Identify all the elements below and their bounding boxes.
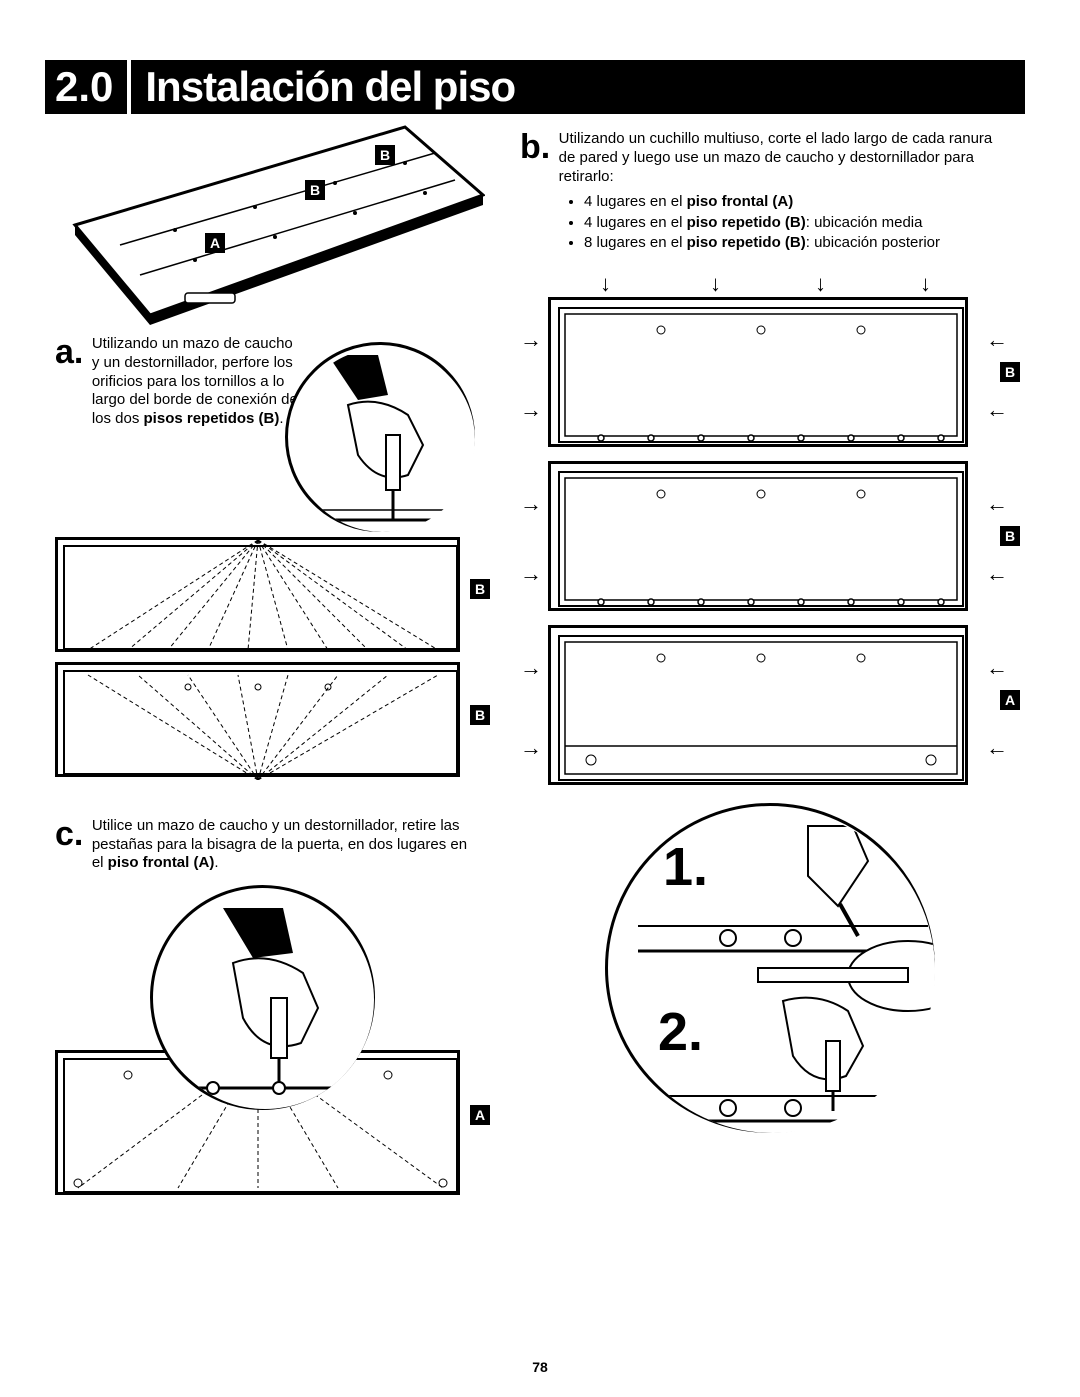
detail-number-1: 1. bbox=[663, 836, 708, 898]
step-a-label-b1: B bbox=[470, 579, 490, 599]
step-a-circle-detail bbox=[285, 342, 475, 532]
step-b-panels: B B bbox=[520, 271, 1020, 1133]
section-header: 2.0 Instalación del piso bbox=[45, 60, 1025, 114]
step-b-bullet2: 4 lugares en el piso repetido (B): ubica… bbox=[584, 213, 1020, 233]
step-b-label-b2: B bbox=[1000, 526, 1020, 546]
step-a-panel-upper bbox=[55, 537, 460, 652]
step-c-label-a: A bbox=[470, 1105, 490, 1125]
step-b-panel-2 bbox=[548, 461, 968, 611]
step-b-label-b1: B bbox=[1000, 362, 1020, 382]
right-column: b. Utilizando un cuchillo multiuso, cort… bbox=[520, 130, 1020, 1133]
step-c-letter: c. bbox=[55, 817, 83, 851]
arrow-down-icon bbox=[710, 271, 721, 297]
page-number: 78 bbox=[0, 1359, 1080, 1375]
detail-number-2: 2. bbox=[658, 1001, 703, 1063]
step-c-block: c. Utilice un mazo de caucho y un destor… bbox=[55, 817, 495, 873]
step-a-text-suffix: . bbox=[279, 410, 283, 427]
step-c-text: Utilice un mazo de caucho y un destornil… bbox=[92, 817, 472, 873]
step-b-label-a: A bbox=[1000, 690, 1020, 710]
section-number: 2.0 bbox=[45, 60, 131, 114]
arrow-right-icon bbox=[520, 655, 542, 681]
step-a-label-b2: B bbox=[470, 705, 490, 725]
section-title: Instalación del piso bbox=[131, 63, 515, 111]
arrow-right-icon bbox=[520, 327, 542, 353]
step-b-panel-3 bbox=[548, 625, 968, 785]
arrow-down-icon bbox=[600, 271, 611, 297]
iso-panel-diagram: B B A bbox=[55, 125, 485, 325]
step-c-text-suffix: . bbox=[214, 854, 218, 871]
step-a-text: Utilizando un mazo de caucho y un destor… bbox=[92, 335, 302, 429]
arrow-left-icon bbox=[986, 655, 1008, 681]
label-b-top1: B bbox=[375, 145, 395, 165]
step-b-big-circle: 1. 2. bbox=[605, 803, 935, 1133]
step-a-diagram: B B bbox=[55, 437, 485, 777]
arrow-down-icon bbox=[920, 271, 931, 297]
label-a-top: A bbox=[205, 233, 225, 253]
step-b-block: b. Utilizando un cuchillo multiuso, cort… bbox=[520, 130, 1020, 253]
step-a-text-bold: pisos repetidos (B) bbox=[144, 410, 280, 427]
arrow-left-icon bbox=[986, 397, 1008, 423]
arrow-right-icon bbox=[520, 735, 542, 761]
arrow-right-icon bbox=[520, 561, 542, 587]
iso-panel-svg bbox=[55, 125, 485, 325]
step-b-letter: b. bbox=[520, 130, 550, 164]
arrow-left-icon bbox=[986, 327, 1008, 353]
step-c-diagram: A bbox=[55, 885, 485, 1195]
step-b-panel-1 bbox=[548, 297, 968, 447]
step-b-bullet1: 4 lugares en el piso frontal (A) bbox=[584, 192, 1020, 212]
label-b-top2: B bbox=[305, 180, 325, 200]
arrow-right-icon bbox=[520, 397, 542, 423]
step-a-letter: a. bbox=[55, 335, 83, 369]
arrow-down-icon bbox=[815, 271, 826, 297]
step-c-circle-detail bbox=[150, 885, 375, 1110]
arrow-left-icon bbox=[986, 491, 1008, 517]
arrow-left-icon bbox=[986, 561, 1008, 587]
step-b-text: Utilizando un cuchillo multiuso, corte e… bbox=[559, 130, 1004, 186]
arrow-left-icon bbox=[986, 735, 1008, 761]
step-a-panel-lower bbox=[55, 662, 460, 777]
left-column: B B A a. Utilizando un mazo de caucho y … bbox=[55, 125, 495, 1195]
arrow-right-icon bbox=[520, 491, 542, 517]
step-c-text-bold: piso frontal (A) bbox=[108, 854, 215, 871]
step-b-bullets: 4 lugares en el piso frontal (A) 4 lugar… bbox=[520, 192, 1020, 253]
step-b-bullet3: 8 lugares en el piso repetido (B): ubica… bbox=[584, 233, 1020, 253]
